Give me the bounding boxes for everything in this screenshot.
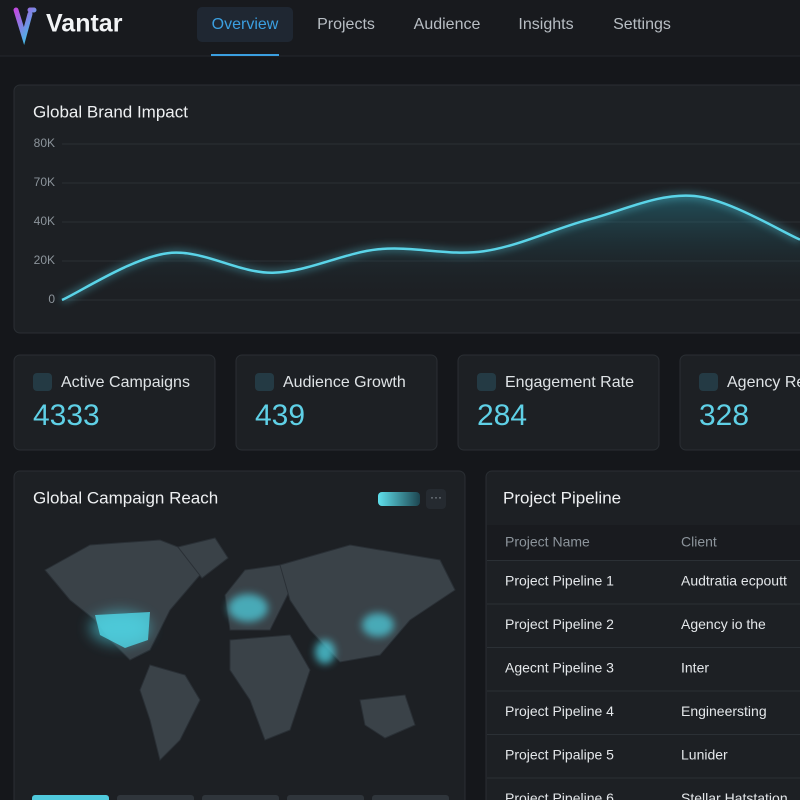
kpi-value: 284 [477, 399, 527, 432]
table-cell: Project Pipalipe 5 [505, 747, 614, 763]
kpi-label: Active Campaigns [61, 374, 190, 391]
kpi-icon [699, 373, 718, 391]
australia [359, 694, 416, 739]
kpi-value: 328 [699, 399, 749, 432]
table-cell: Project Pipeline 6 [505, 790, 614, 800]
column-header: Project Name [505, 534, 590, 550]
map-menu[interactable] [426, 489, 446, 509]
line-area [62, 195, 800, 300]
nav-active-bg [197, 7, 293, 42]
highlight-india [315, 640, 335, 664]
kpi-label: Agency Re [727, 374, 800, 391]
kpi-value: 439 [255, 399, 305, 432]
nav-item[interactable]: Projects [317, 16, 375, 33]
table-cell: Project Pipeline 1 [505, 573, 614, 589]
line-series [61, 194, 800, 302]
y-tick-label: 40K [34, 214, 55, 228]
kpi-card [457, 354, 660, 451]
world-map [44, 537, 456, 761]
table-cell: Agency io the [681, 616, 766, 632]
table-cell: Stellar Hatstation [681, 790, 788, 800]
y-tick-label: 20K [34, 253, 55, 267]
africa [229, 634, 311, 741]
map-tab[interactable] [32, 795, 109, 800]
highlight-us [95, 612, 150, 648]
nav-item[interactable]: Overview [212, 16, 279, 33]
map-tab[interactable] [202, 795, 279, 800]
table-header [487, 525, 800, 561]
kpi-card [13, 354, 216, 451]
table-cell: Audtratia ecpoutt [681, 573, 787, 589]
kpi-label: Audience Growth [283, 374, 406, 391]
map-tab[interactable] [117, 795, 194, 800]
menu-dots: ··· [430, 490, 442, 504]
nav-item[interactable]: Insights [518, 16, 573, 33]
highlight-china [362, 613, 394, 637]
north-america [44, 539, 201, 661]
y-tick-label: 80K [34, 136, 55, 150]
highlight-europe [228, 594, 268, 622]
y-tick-label: 0 [48, 292, 55, 306]
kpi-label: Engagement Rate [505, 374, 634, 391]
kpi-card [235, 354, 438, 451]
map-toggle[interactable] [378, 492, 420, 506]
table-cell: Project Pipeline 4 [505, 703, 614, 719]
kpi-value: 4333 [33, 399, 100, 432]
kpi-icon [477, 373, 496, 391]
nav-bar [0, 0, 800, 56]
y-tick-label: 70K [34, 175, 55, 189]
map-highlights [90, 594, 394, 664]
column-header: Client [681, 534, 717, 550]
pipeline-title: Project Pipeline [503, 488, 621, 507]
map-tab[interactable] [287, 795, 364, 800]
south-america [139, 664, 201, 761]
nav-item[interactable]: Audience [414, 16, 481, 33]
greenland [177, 537, 229, 579]
table-cell: Inter [681, 660, 709, 676]
table-cell: Lunider [681, 747, 728, 763]
chart-title: Global Brand Impact [33, 102, 188, 121]
map-title: Global Campaign Reach [33, 488, 218, 507]
table-cell: Engineersting [681, 703, 767, 719]
brand[interactable]: Vantar [46, 10, 123, 38]
logo-icon [13, 7, 37, 45]
map-tab[interactable] [372, 795, 449, 800]
table-cell: Agecnt Pipeline 3 [505, 660, 614, 676]
table-cell: Project Pipeline 2 [505, 616, 614, 632]
kpi-icon [255, 373, 274, 391]
kpi-icon [33, 373, 52, 391]
nav-item[interactable]: Settings [613, 16, 671, 33]
asia [279, 544, 456, 663]
